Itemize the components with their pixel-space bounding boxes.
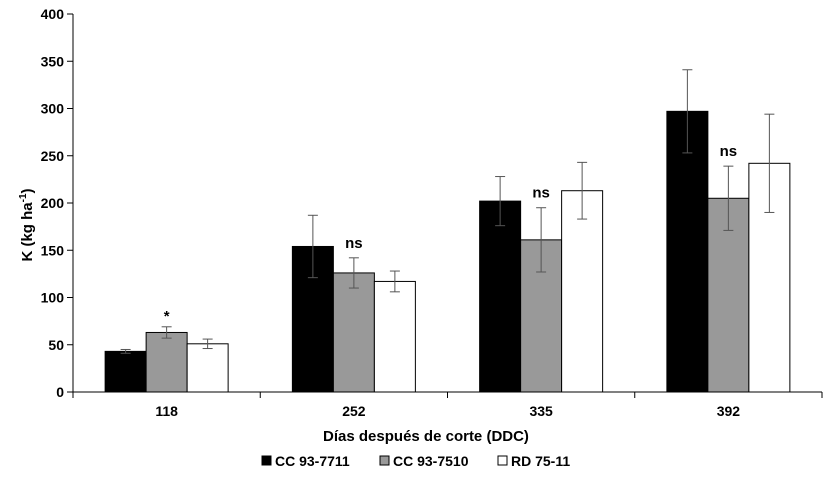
bar (332, 272, 375, 393)
bar (666, 110, 709, 393)
significance-label: ns (720, 143, 738, 160)
significance-labels: * ns ns ns (164, 143, 737, 325)
legend-label: CC 93-7510 (393, 453, 469, 469)
significance-label: * (164, 308, 170, 325)
error-bars (120, 69, 775, 354)
y-axis-title: K (kg ha-1) (18, 188, 36, 261)
y-tick-label: 0 (56, 384, 64, 400)
legend-label: RD 75-11 (511, 453, 570, 469)
bar (479, 200, 522, 393)
x-tick-label: 392 (717, 403, 741, 419)
x-tick-label: 335 (529, 403, 553, 419)
y-tick-label: 200 (41, 195, 65, 211)
x-tick-label: 252 (342, 403, 366, 419)
legend-label: CC 93-7711 (275, 453, 350, 469)
x-axis-title: Días después de corte (DDC) (323, 428, 529, 445)
bar (145, 331, 188, 393)
legend-swatch (379, 455, 390, 466)
y-tick-label: 400 (41, 6, 65, 22)
bars (104, 110, 791, 393)
y-tick-label: 50 (48, 337, 64, 353)
significance-label: ns (532, 185, 550, 202)
legend: CC 93-7711 CC 93-7510 RD 75-11 (261, 453, 570, 469)
y-tick-label: 350 (41, 53, 65, 69)
significance-label: ns (345, 235, 363, 252)
bar (104, 350, 147, 393)
legend-swatch (261, 455, 272, 466)
x-tick-label: 118 (155, 403, 178, 419)
x-axis-ticks: 118 252 335 392 (72, 392, 823, 419)
y-tick-label: 100 (41, 290, 65, 306)
bar (186, 343, 229, 393)
bar (373, 280, 416, 393)
y-tick-label: 250 (41, 148, 65, 164)
y-tick-label: 300 (41, 101, 65, 117)
legend-swatch (497, 455, 508, 466)
y-axis-ticks: 0 50 100 150 200 250 300 350 400 (41, 6, 73, 400)
y-tick-label: 150 (41, 242, 65, 258)
bar (561, 190, 604, 393)
